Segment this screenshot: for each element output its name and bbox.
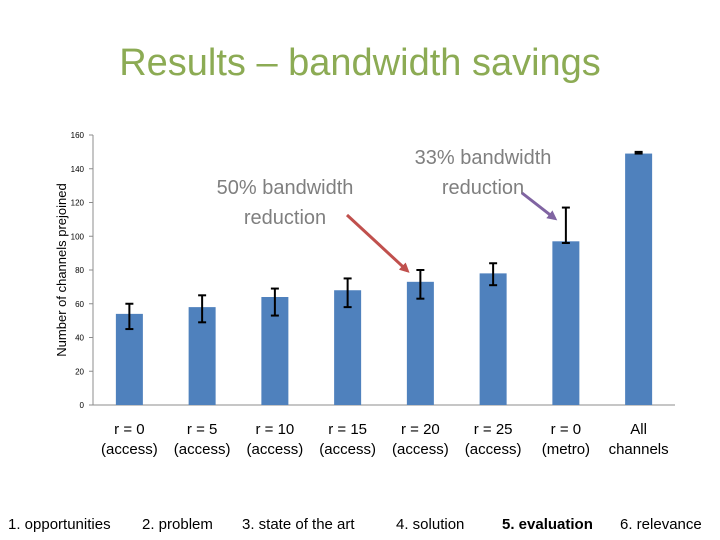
y-tick-label: 60 xyxy=(75,300,84,309)
footer-item-state-of-the-art: 3. state of the art xyxy=(242,516,355,533)
bar-6 xyxy=(479,273,507,405)
y-axis: 0 20 40 60 80 100 120 140 160 Number of channels … xyxy=(54,131,675,410)
x-tick-label: r = 15 xyxy=(328,421,367,438)
x-axis-labels: r = 0 (access) r = 5 (access) r = 10 (access)… xyxy=(101,421,669,458)
x-tick-label: (access) xyxy=(247,441,304,458)
footer-item-opportunities: 1. opportunities xyxy=(8,516,111,533)
y-tick-label: 0 xyxy=(80,401,85,410)
x-tick-label: r = 0 xyxy=(551,421,581,438)
x-tick-label: All xyxy=(630,421,647,438)
footer-item-relevance: 6. relevance xyxy=(620,516,702,533)
y-tick-label: 100 xyxy=(71,232,85,241)
x-tick-label: r = 25 xyxy=(474,421,513,438)
x-tick-label: r = 0 xyxy=(114,421,144,438)
footer-item-solution: 4. solution xyxy=(396,516,465,533)
y-tick-label: 160 xyxy=(71,131,85,140)
x-tick-label: r = 20 xyxy=(401,421,440,438)
x-tick-label: (access) xyxy=(101,441,158,458)
footer-item-problem: 2. problem xyxy=(142,516,213,533)
x-tick-label: (access) xyxy=(465,441,522,458)
x-tick-label: channels xyxy=(609,441,669,458)
bar-4 xyxy=(334,290,362,405)
footer-item-evaluation: 5. evaluation xyxy=(502,516,593,533)
x-tick-label: r = 10 xyxy=(255,421,294,438)
annotation-33-text: 33% bandwidth xyxy=(415,147,552,169)
y-tick-label: 40 xyxy=(75,334,84,343)
annotation-50-arrow xyxy=(345,213,410,273)
bar-7 xyxy=(552,241,580,405)
y-tick-label: 140 xyxy=(71,165,85,174)
bars xyxy=(115,153,653,405)
x-tick-label: (access) xyxy=(319,441,376,458)
annotation-33-text: reduction xyxy=(442,177,524,199)
bandwidth-bar-chart: 0 20 40 60 80 100 120 140 160 Number of channels … xyxy=(54,131,675,458)
annotations: 50% bandwidth reduction 33% bandwidth reduc… xyxy=(217,147,558,273)
annotation-33-arrow xyxy=(521,191,558,221)
annotation-50-text: reduction xyxy=(244,207,326,229)
y-tick-label: 120 xyxy=(71,199,85,208)
bar-5 xyxy=(406,281,434,405)
error-bars xyxy=(125,150,643,331)
x-tick-label: (metro) xyxy=(542,441,590,458)
bar-8 xyxy=(625,153,653,405)
y-tick-label: 80 xyxy=(75,266,84,275)
annotation-50-text: 50% bandwidth xyxy=(217,177,354,199)
slide-title: Results – bandwidth savings xyxy=(119,42,601,84)
bar-2 xyxy=(188,307,216,405)
x-tick-label: (access) xyxy=(174,441,231,458)
y-axis-title: Number of channels prejoined xyxy=(54,183,69,356)
y-tick-label: 20 xyxy=(75,367,84,376)
x-tick-label: (access) xyxy=(392,441,449,458)
x-tick-label: r = 5 xyxy=(187,421,217,438)
